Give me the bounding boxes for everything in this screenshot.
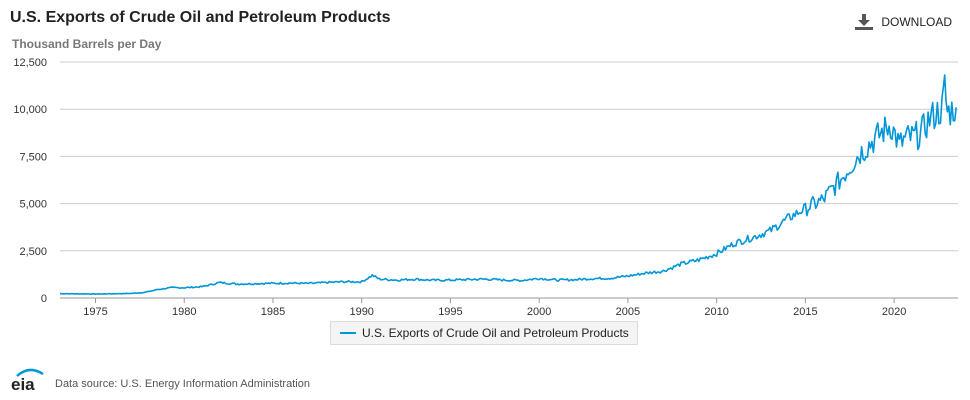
y-tick-label: 5,000 xyxy=(19,199,47,211)
x-tick-label: 2005 xyxy=(616,306,640,318)
y-axis-unit-label: Thousand Barrels per Day xyxy=(12,37,162,51)
svg-text:eia: eia xyxy=(11,375,35,393)
x-axis-ticks: 1975 1980 1985 1990 1995 2000 2005 2010 2015 2020 xyxy=(83,298,906,318)
y-tick-label: 12,500 xyxy=(13,57,47,69)
x-tick-label: 1985 xyxy=(261,306,285,318)
x-tick-label: 2020 xyxy=(882,306,906,318)
legend-label: U.S. Exports of Crude Oil and Petroleum … xyxy=(362,326,629,340)
x-tick-label: 2015 xyxy=(793,306,817,318)
series-line xyxy=(59,74,957,295)
legend[interactable]: U.S. Exports of Crude Oil and Petroleum … xyxy=(330,321,638,345)
download-button[interactable]: DOWNLOAD xyxy=(855,14,952,30)
x-tick-label: 1995 xyxy=(438,306,462,318)
chart-title: U.S. Exports of Crude Oil and Petroleum … xyxy=(10,9,391,26)
y-axis-ticks: 0 2,500 5,000 7,500 10,000 12,500 xyxy=(13,57,47,305)
y-tick-label: 2,500 xyxy=(19,246,47,258)
series-layer xyxy=(59,74,957,295)
x-tick-label: 2000 xyxy=(527,306,551,318)
download-icon xyxy=(855,14,874,30)
data-source: Data source: U.S. Energy Information Adm… xyxy=(55,378,310,390)
grid-lines xyxy=(60,61,958,299)
eia-logo: eia xyxy=(9,367,49,398)
legend-swatch xyxy=(340,332,356,334)
y-tick-label: 7,500 xyxy=(19,151,47,163)
x-tick-label: 2010 xyxy=(704,306,728,318)
y-tick-label: 10,000 xyxy=(13,104,47,116)
download-label: DOWNLOAD xyxy=(881,15,952,29)
x-tick-label: 1980 xyxy=(172,306,196,318)
y-tick-label: 0 xyxy=(41,293,47,305)
x-tick-label: 1990 xyxy=(349,306,373,318)
x-tick-label: 1975 xyxy=(83,306,107,318)
